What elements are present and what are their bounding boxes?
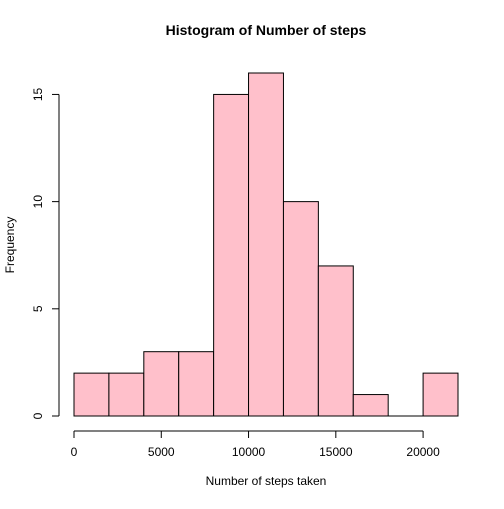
histogram-bar-3 xyxy=(178,351,215,417)
histogram-bar-6 xyxy=(282,201,319,417)
y-tick-label-2: 10 xyxy=(31,195,45,209)
histogram-bar-10 xyxy=(422,372,459,417)
histogram-bar-5 xyxy=(248,72,284,417)
x-axis: 0 5000 10000 15000 20000 xyxy=(71,430,440,459)
bars-layer xyxy=(73,72,459,417)
histogram-bar-8 xyxy=(352,394,389,417)
y-tick-label-1: 5 xyxy=(31,305,45,312)
histogram-bar-7 xyxy=(317,265,354,417)
x-tick-label-1: 5000 xyxy=(148,445,175,459)
y-axis: 0 5 10 15 xyxy=(31,87,60,419)
x-tick-label-3: 15000 xyxy=(319,445,353,459)
chart-title: Histogram of Number of steps xyxy=(166,22,367,38)
y-axis-title: Frequency xyxy=(3,217,17,274)
y-tick-label-3: 15 xyxy=(31,87,45,101)
y-tick-label-0: 0 xyxy=(31,412,45,419)
histogram-bar-0 xyxy=(73,372,110,417)
histogram-bar-2 xyxy=(143,351,180,417)
x-axis-title: Number of steps taken xyxy=(206,474,327,488)
x-tick-label-0: 0 xyxy=(71,445,78,459)
x-tick-label-4: 20000 xyxy=(406,445,440,459)
histogram-bar-1 xyxy=(108,372,145,417)
x-tick-label-2: 10000 xyxy=(232,445,266,459)
histogram-bar-4 xyxy=(213,93,250,417)
